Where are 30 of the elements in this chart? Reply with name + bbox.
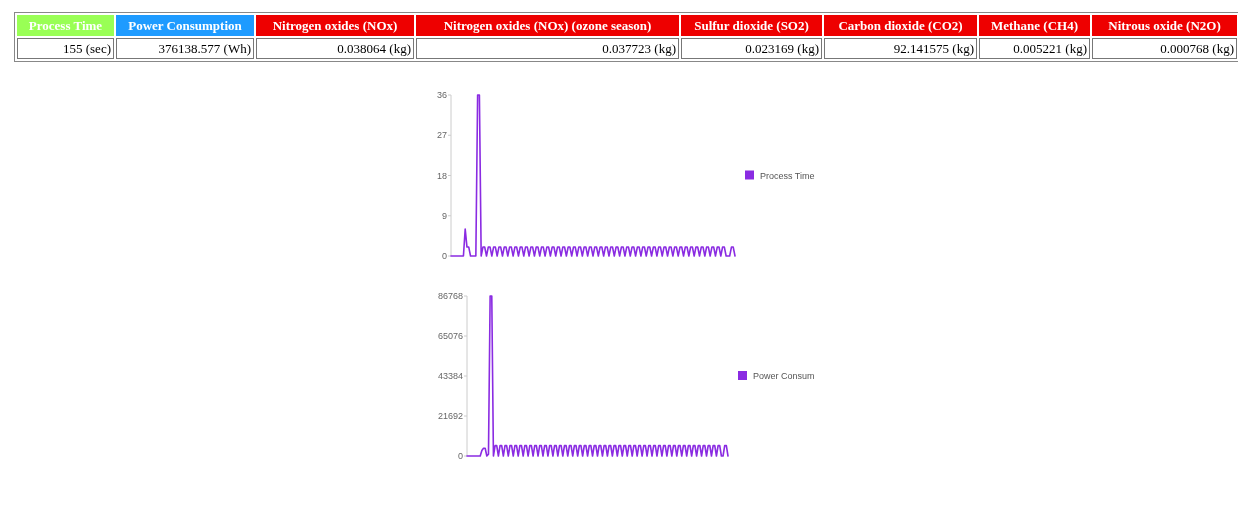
y-tick-label: 86768 [437, 291, 463, 301]
category-label: Carbon dioxide (CO2) [838, 18, 963, 33]
text: 155 (sec) [62, 41, 111, 56]
text: 0.005221 (kg) [1013, 41, 1087, 56]
y-tick-label: 9 [441, 210, 447, 221]
text: 0.038064 (kg) [337, 41, 411, 56]
category-label: Power Consumption [128, 18, 243, 33]
y-tick-label: 27 [436, 130, 447, 141]
y-tick-label: 21692 [437, 411, 463, 421]
text: 92.141575 (kg) [893, 41, 974, 56]
category-label: Nitrogen oxides (NOx) [272, 18, 398, 33]
category-label: Nitrous oxide (N2O) [1108, 18, 1221, 33]
line-series [450, 94, 736, 257]
category-label: Sulfur dioxide (SO2) [694, 18, 809, 33]
text: 376138.577 (Wh) [158, 41, 251, 56]
y-tick-label: 0 [441, 251, 447, 261]
legend-label: Process Time [760, 170, 815, 181]
y-tick-label: 0 [457, 451, 463, 461]
category-label: Process Time [28, 18, 103, 33]
text: 0.037723 (kg) [602, 41, 676, 56]
legend-label: Power Consum [753, 371, 815, 381]
y-tick-label: 36 [436, 90, 447, 100]
y-tick-label: 43384 [437, 371, 463, 381]
text: 0.000768 (kg) [1160, 41, 1234, 56]
category-label: Nitrogen oxides (NOx) (ozone season) [443, 18, 652, 33]
category-label: Methane (CH4) [990, 18, 1079, 33]
text: 0.023169 (kg) [745, 41, 819, 56]
line-series [466, 295, 729, 457]
y-tick-label: 65076 [437, 331, 463, 341]
y-tick-label: 18 [436, 170, 447, 181]
